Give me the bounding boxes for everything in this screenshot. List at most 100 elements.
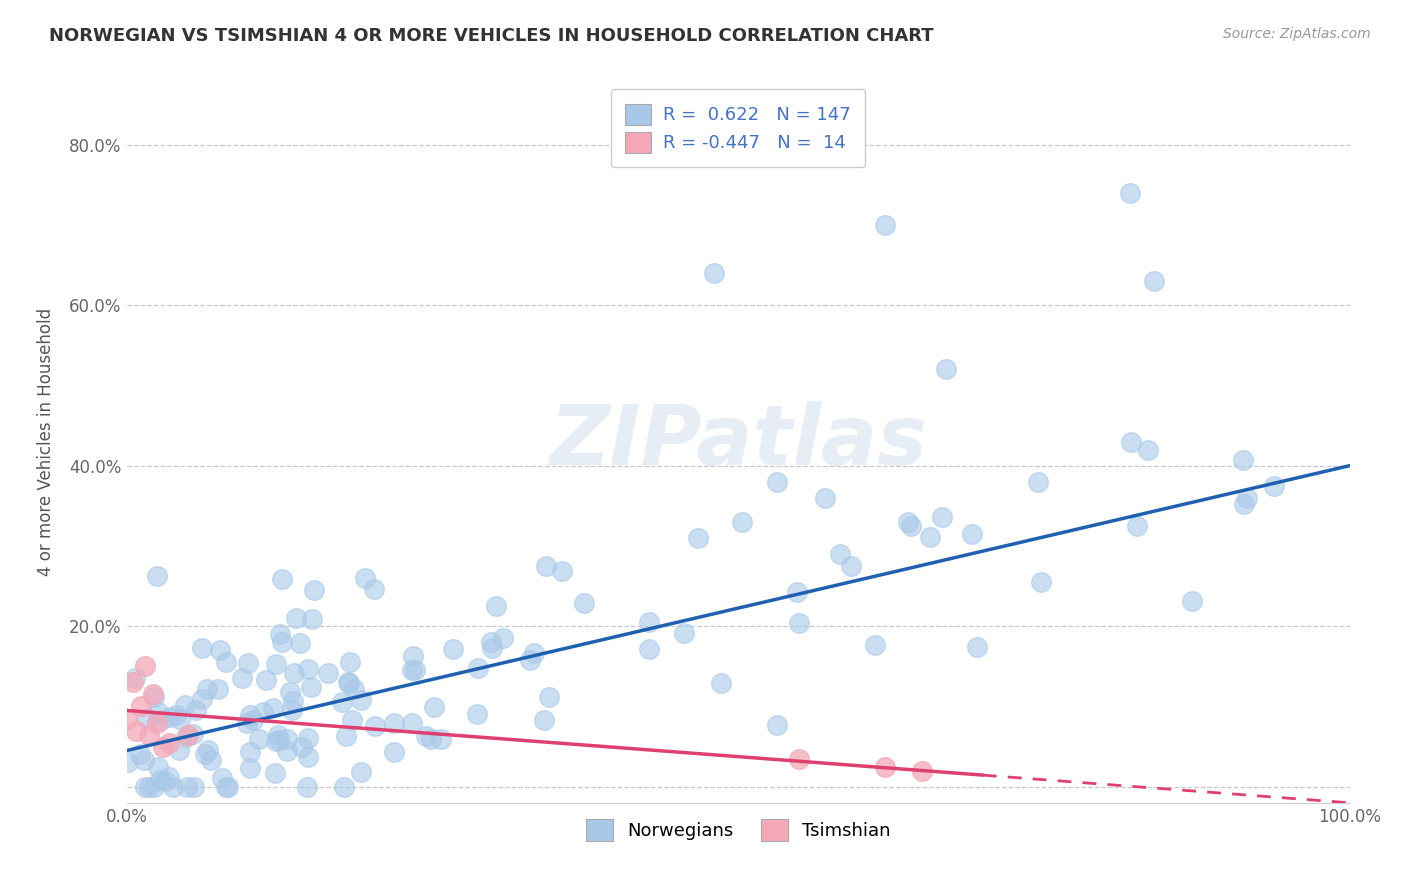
Point (276, 731, 298, 746)
Point (209, 642, 232, 657)
Point (276, 744, 298, 758)
Point (920, 530, 942, 544)
Point (485, 599, 508, 614)
Point (283, 666, 305, 681)
Point (534, 558, 557, 573)
Point (363, 582, 385, 596)
Point (330, 695, 353, 709)
Point (162, 780, 184, 794)
Point (215, 780, 238, 794)
Point (129, 747, 152, 761)
Point (207, 681, 229, 696)
Point (900, 519, 922, 533)
Point (467, 707, 489, 722)
Point (267, 728, 290, 742)
Point (148, 705, 170, 719)
Point (173, 698, 195, 713)
Point (135, 711, 157, 725)
Point (281, 704, 304, 718)
Point (297, 731, 319, 745)
Point (467, 660, 489, 674)
Point (441, 642, 464, 657)
Point (638, 615, 661, 629)
Point (1143, 274, 1166, 288)
Point (415, 729, 437, 743)
Point (165, 707, 187, 722)
Point (966, 640, 988, 654)
Point (333, 780, 356, 794)
Point (350, 765, 373, 780)
Point (491, 631, 513, 645)
Point (124, 672, 146, 686)
Point (169, 743, 191, 757)
Point (142, 687, 165, 701)
Point (404, 663, 426, 677)
Point (519, 653, 541, 667)
Point (335, 729, 357, 743)
Point (121, 675, 143, 690)
Point (1121, 435, 1143, 450)
Point (142, 780, 165, 794)
Point (266, 734, 288, 748)
Point (231, 671, 253, 685)
Point (574, 597, 596, 611)
Point (239, 746, 262, 760)
Point (270, 572, 292, 586)
Point (382, 716, 405, 731)
Point (152, 739, 174, 754)
Point (364, 719, 387, 733)
Point (299, 680, 322, 694)
Point (401, 663, 423, 677)
Point (271, 634, 294, 648)
Point (288, 636, 311, 650)
Point (873, 218, 896, 232)
Point (169, 712, 191, 726)
Point (134, 753, 156, 767)
Point (1233, 497, 1256, 511)
Point (353, 570, 375, 584)
Point (382, 745, 405, 759)
Point (134, 780, 156, 794)
Point (263, 766, 285, 780)
Point (143, 690, 166, 704)
Point (146, 715, 169, 730)
Point (157, 735, 180, 749)
Point (1236, 491, 1258, 505)
Point (1181, 594, 1204, 608)
Point (235, 715, 257, 730)
Point (149, 773, 172, 788)
Point (186, 703, 208, 717)
Point (177, 728, 200, 742)
Point (297, 750, 319, 764)
Point (709, 676, 731, 690)
Point (145, 569, 167, 583)
Point (343, 681, 366, 696)
Point (1136, 442, 1159, 457)
Point (181, 726, 204, 740)
Point (134, 659, 156, 673)
Point (673, 626, 696, 640)
Point (533, 713, 555, 727)
Point (297, 663, 319, 677)
Point (402, 648, 425, 663)
Point (1232, 453, 1254, 467)
Point (339, 655, 361, 669)
Point (479, 635, 502, 649)
Point (429, 731, 451, 746)
Point (217, 780, 239, 794)
Point (336, 674, 359, 689)
Point (423, 699, 446, 714)
Point (283, 694, 305, 708)
Point (814, 491, 837, 505)
Point (242, 714, 264, 728)
Point (138, 728, 160, 742)
Point (703, 266, 725, 280)
Point (863, 638, 886, 652)
Point (931, 510, 953, 524)
Point (897, 516, 920, 530)
Point (935, 362, 957, 376)
Point (787, 751, 810, 765)
Point (211, 771, 233, 785)
Point (278, 685, 301, 699)
Point (537, 690, 560, 705)
